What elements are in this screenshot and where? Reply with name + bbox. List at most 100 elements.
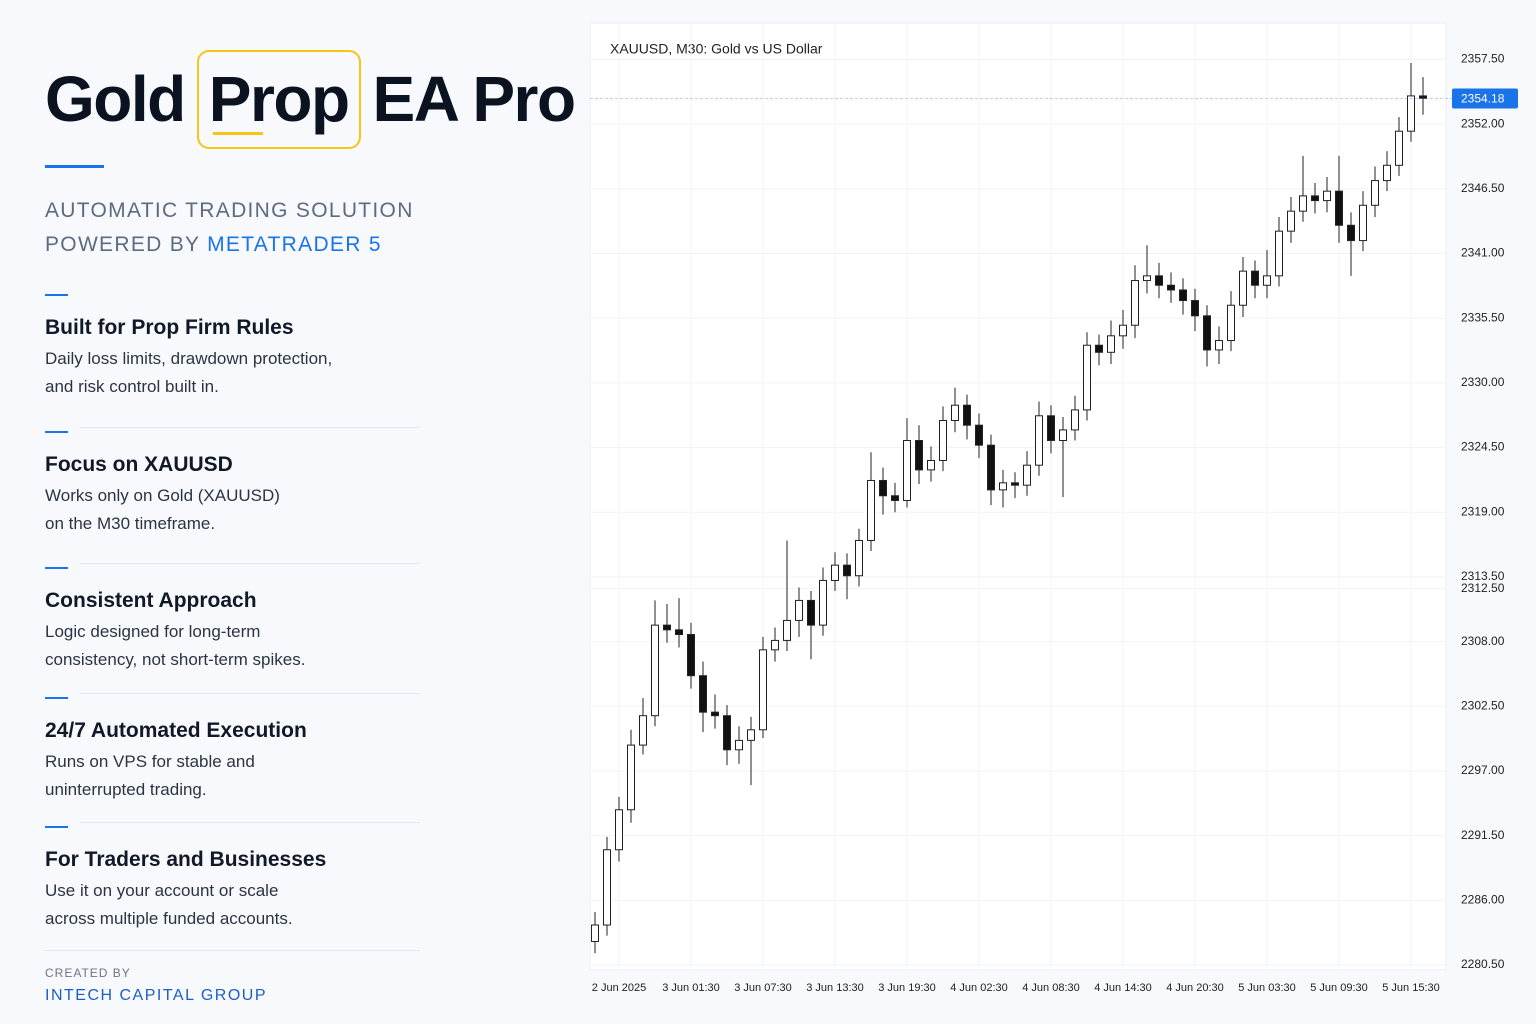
candle-body bbox=[783, 619, 791, 641]
candle-body bbox=[951, 404, 959, 421]
accent-bar bbox=[45, 165, 104, 168]
candle-body bbox=[1275, 230, 1283, 277]
candle-body bbox=[771, 639, 779, 651]
feature-text: on the M30 timeframe. bbox=[45, 514, 216, 533]
candle-body bbox=[591, 924, 599, 942]
candle-body bbox=[1155, 275, 1163, 286]
feature-text: Works only on Gold (XAUUSD) bbox=[45, 486, 280, 505]
candle-body bbox=[855, 539, 863, 577]
candle-body bbox=[1119, 324, 1127, 337]
candle-body bbox=[1095, 344, 1103, 353]
candle-body bbox=[1011, 482, 1019, 486]
candle-body bbox=[735, 739, 743, 751]
candle-body bbox=[1191, 300, 1199, 317]
last-price-label: 2354.18 bbox=[1461, 92, 1505, 106]
x-tick-label: 5 Jun 09:30 bbox=[1310, 982, 1368, 994]
candle-body bbox=[1419, 95, 1427, 99]
candle-body bbox=[699, 675, 707, 713]
candle-body bbox=[639, 715, 647, 746]
plot-area bbox=[589, 22, 1447, 971]
accent-dash bbox=[45, 431, 68, 433]
candle-body bbox=[627, 744, 635, 811]
brand-word: EA Pro bbox=[372, 63, 577, 135]
tagline-text: POWERED BY bbox=[45, 233, 200, 256]
y-tick-label: 2280.50 bbox=[1461, 957, 1505, 971]
candle-body bbox=[1287, 210, 1295, 232]
y-tick-label: 2302.50 bbox=[1461, 698, 1505, 712]
tagline: AUTOMATIC TRADING SOLUTION bbox=[45, 199, 414, 222]
feature-text: Daily loss limits, drawdown protection, bbox=[45, 349, 333, 368]
x-tick-label: 4 Jun 14:30 bbox=[1094, 982, 1152, 994]
candle-body bbox=[1251, 270, 1259, 286]
separator bbox=[80, 427, 420, 428]
candle-body bbox=[1083, 344, 1091, 411]
candle-body bbox=[711, 711, 719, 717]
candle-body bbox=[1227, 304, 1235, 342]
brand-highlight: Prop bbox=[196, 50, 361, 149]
candle-body bbox=[1131, 280, 1139, 326]
feature-title: 24/7 Automated Execution bbox=[45, 719, 307, 742]
x-tick-label: 4 Jun 20:30 bbox=[1166, 982, 1224, 994]
candle-body bbox=[1335, 190, 1343, 226]
candle-body bbox=[1167, 284, 1175, 291]
y-tick-label: 2346.50 bbox=[1461, 181, 1505, 195]
y-tick-label: 2313.50 bbox=[1461, 569, 1505, 583]
y-tick-label: 2330.00 bbox=[1461, 375, 1505, 389]
feature-text: Use it on your account or scale bbox=[45, 881, 279, 900]
candle-body bbox=[675, 629, 683, 636]
candle-body bbox=[915, 439, 923, 471]
candle-body bbox=[1059, 429, 1067, 441]
candle-body bbox=[603, 849, 611, 926]
candle-body bbox=[1047, 415, 1055, 441]
x-tick-label: 4 Jun 08:30 bbox=[1022, 982, 1080, 994]
separator bbox=[80, 563, 420, 564]
candle-body bbox=[903, 439, 911, 501]
candle-body bbox=[831, 564, 839, 581]
candle-body bbox=[1239, 270, 1247, 306]
x-tick-label: 5 Jun 03:30 bbox=[1238, 982, 1296, 994]
x-tick-label: 3 Jun 01:30 bbox=[662, 982, 720, 994]
feature-text: and risk control built in. bbox=[45, 377, 219, 396]
candle-body bbox=[1179, 289, 1187, 302]
candle-body bbox=[939, 419, 947, 461]
chart-title: XAUUSD, M30: Gold vs US Dollar bbox=[610, 41, 823, 57]
y-tick-label: 2324.50 bbox=[1461, 440, 1505, 454]
candle-body bbox=[1035, 415, 1043, 466]
candle-body bbox=[795, 599, 803, 621]
candle-body bbox=[927, 459, 935, 471]
accent-dash bbox=[45, 826, 68, 828]
y-tick-label: 2335.50 bbox=[1461, 310, 1505, 324]
candle-body bbox=[999, 482, 1007, 491]
brand-title: Gold Prop EA Pro bbox=[45, 50, 577, 149]
y-tick-label: 2357.50 bbox=[1461, 52, 1505, 66]
feature-title: Built for Prop Firm Rules bbox=[45, 316, 294, 339]
footer-company: INTECH CAPITAL GROUP bbox=[45, 987, 268, 1004]
accent-dash bbox=[45, 697, 68, 699]
y-tick-label: 2341.00 bbox=[1461, 246, 1505, 260]
candle-body bbox=[1071, 409, 1079, 431]
candle-body bbox=[1107, 335, 1115, 353]
feature-text: uninterrupted trading. bbox=[45, 780, 207, 799]
candle-body bbox=[843, 564, 851, 577]
x-tick-label: 4 Jun 02:30 bbox=[950, 982, 1008, 994]
brand-word: Gold bbox=[45, 63, 186, 135]
y-tick-label: 2297.00 bbox=[1461, 763, 1505, 777]
tagline: POWERED BY METATRADER 5 bbox=[45, 233, 382, 257]
separator bbox=[45, 950, 420, 951]
candle-body bbox=[615, 809, 623, 851]
candle-body bbox=[687, 634, 695, 677]
candle-body bbox=[651, 624, 659, 717]
tagline-highlight: METATRADER 5 bbox=[207, 233, 382, 256]
candle-body bbox=[759, 649, 767, 731]
candle-body bbox=[975, 424, 983, 446]
last-price-box bbox=[1452, 88, 1518, 109]
y-tick-label: 2352.00 bbox=[1461, 116, 1505, 130]
candle-body bbox=[663, 624, 671, 631]
y-tick-label: 2319.00 bbox=[1461, 504, 1505, 518]
candle-body bbox=[723, 715, 731, 751]
candle-body bbox=[1395, 130, 1403, 166]
feature-text: Runs on VPS for stable and bbox=[45, 752, 255, 771]
accent-dash bbox=[45, 294, 68, 296]
feature-title: For Traders and Businesses bbox=[45, 848, 327, 871]
